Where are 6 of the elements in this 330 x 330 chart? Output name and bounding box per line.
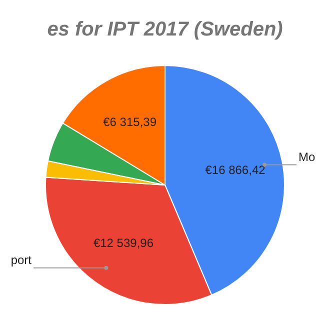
chart-title: es for IPT 2017 (Sweden) [47, 18, 284, 41]
slice-label: Mo [298, 150, 316, 164]
data-label: €6 315,39 [103, 114, 157, 129]
data-label: €12 539,96 [93, 236, 154, 250]
slice-label: port [10, 253, 32, 268]
data-label: €16 866,42 [205, 163, 266, 178]
